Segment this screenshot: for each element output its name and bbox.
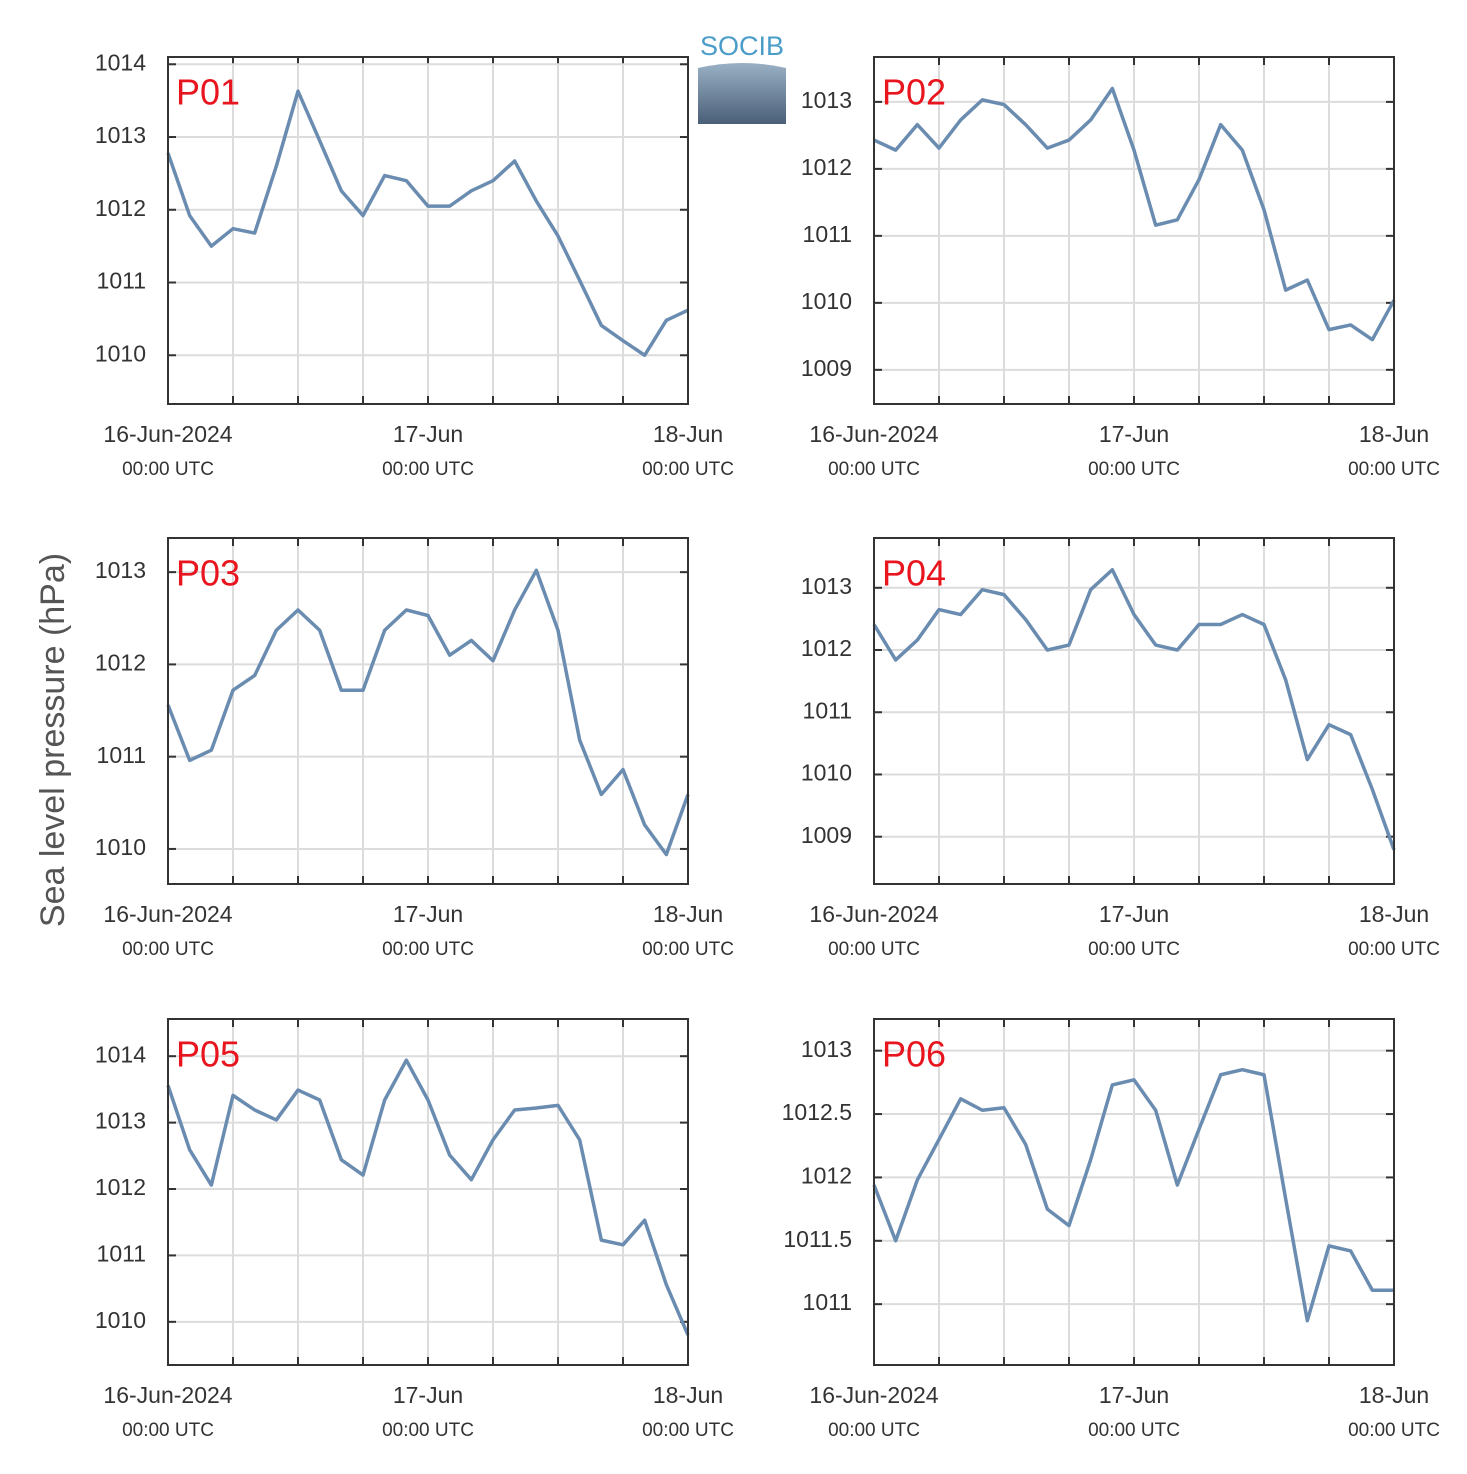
panel-title: P05 [176,1034,240,1075]
y-tick-label: 1010 [801,288,852,314]
y-axis-label: Sea level pressure (hPa) [34,553,72,927]
y-tick-label: 1011 [803,697,852,723]
x-tick-sublabel: 00:00 UTC [382,1420,474,1441]
x-tick-label: 17-Jun [393,901,463,927]
y-tick-label: 1010 [95,340,146,366]
data-line [166,1058,690,1336]
panel-title: P02 [882,72,946,113]
x-tick-sublabel: 00:00 UTC [1088,939,1180,960]
x-tick-sublabel: 00:00 UTC [828,459,920,480]
plot-frame [873,1018,1395,1366]
panel: 16-Jun-2024 00:00 UTC 17-Jun 00:00 UTC 18-Ju… [95,537,734,960]
y-tick-label: 1011 [97,1241,146,1267]
data-line [872,567,1396,851]
x-tick-sublabel: 00:00 UTC [642,459,734,480]
plot-frame [167,1018,689,1366]
x-tick-label: 18-Jun [653,421,723,447]
x-tick-sublabel: 00:00 UTC [1088,459,1180,480]
panel: 16-Jun-2024 00:00 UTC 17-Jun 00:00 UTC 18-Ju… [801,56,1440,480]
x-tick-label: 16-Jun-2024 [809,1382,938,1408]
data-line [873,86,1396,342]
y-tick-label: 1013 [95,557,146,583]
y-tick-label: 1014 [95,1041,146,1067]
y-tick-label: 1013 [801,87,852,113]
y-tick-label: 1009 [801,355,852,381]
x-tick-label: 18-Jun [1359,1382,1429,1408]
panel-title: P06 [882,1034,946,1075]
y-tick-label: 1012.5 [782,1099,852,1125]
panel: 16-Jun-2024 00:00 UTC 17-Jun 00:00 UTC 18-Ju… [782,1018,1440,1441]
x-tick-label: 16-Jun-2024 [809,421,938,447]
y-tick-label: 1011 [97,742,146,768]
panel: 16-Jun-2024 00:00 UTC 17-Jun 00:00 UTC 18-Ju… [95,49,734,480]
y-tick-label: 1009 [801,822,852,848]
panel-title: P03 [176,553,240,594]
y-tick-label: 1012 [801,1163,852,1189]
y-tick-label: 1010 [95,1307,146,1333]
x-tick-sublabel: 00:00 UTC [828,939,920,960]
y-tick-label: 1011 [97,268,146,294]
y-tick-label: 1013 [95,122,146,148]
x-tick-sublabel: 00:00 UTC [122,459,214,480]
x-tick-sublabel: 00:00 UTC [1088,1420,1180,1441]
plot-frame [873,56,1395,405]
x-tick-sublabel: 00:00 UTC [122,1420,214,1441]
data-line [166,568,690,857]
x-tick-label: 18-Jun [1359,421,1429,447]
x-tick-label: 17-Jun [1099,901,1169,927]
x-tick-label: 17-Jun [1099,1382,1169,1408]
plot-frame [167,537,689,885]
logo-shape [698,63,786,124]
x-tick-sublabel: 00:00 UTC [828,1420,920,1441]
y-tick-label: 1011 [803,221,852,247]
y-tick-label: 1014 [95,49,146,75]
plot-frame [167,56,689,405]
x-tick-label: 16-Jun-2024 [103,1382,232,1408]
y-tick-label: 1012 [95,195,146,221]
panel: 16-Jun-2024 00:00 UTC 17-Jun 00:00 UTC 18-Ju… [801,537,1440,960]
x-tick-label: 17-Jun [393,421,463,447]
x-tick-label: 18-Jun [1359,901,1429,927]
x-tick-label: 17-Jun [393,1382,463,1408]
x-tick-sublabel: 00:00 UTC [1348,939,1440,960]
x-tick-label: 18-Jun [653,1382,723,1408]
y-tick-label: 1013 [801,573,852,599]
logo-text: SOCIB [700,31,784,61]
x-tick-label: 16-Jun-2024 [809,901,938,927]
logo: SOCIB [698,31,786,124]
x-tick-sublabel: 00:00 UTC [642,1420,734,1441]
x-tick-sublabel: 00:00 UTC [642,939,734,960]
x-tick-label: 17-Jun [1099,421,1169,447]
x-tick-label: 18-Jun [653,901,723,927]
panel-title: P01 [176,72,240,113]
x-tick-sublabel: 00:00 UTC [382,939,474,960]
panel-title: P04 [882,553,946,594]
y-tick-label: 1010 [95,834,146,860]
data-line [166,89,689,358]
x-tick-label: 16-Jun-2024 [103,901,232,927]
plot-frame [873,537,1395,885]
y-tick-label: 1012 [801,154,852,180]
x-tick-sublabel: 00:00 UTC [382,459,474,480]
y-tick-label: 1012 [95,649,146,675]
y-tick-label: 1011 [803,1289,852,1315]
y-tick-label: 1010 [801,760,852,786]
y-tick-label: 1012 [801,635,852,661]
y-tick-label: 1011.5 [783,1226,852,1252]
y-tick-label: 1013 [95,1108,146,1134]
x-tick-sublabel: 00:00 UTC [1348,459,1440,480]
y-tick-label: 1012 [95,1174,146,1200]
data-line [872,1067,1394,1323]
x-tick-sublabel: 00:00 UTC [1348,1420,1440,1441]
y-tick-label: 1013 [801,1036,852,1062]
panel: 16-Jun-2024 00:00 UTC 17-Jun 00:00 UTC 18-Ju… [95,1018,734,1441]
x-tick-label: 16-Jun-2024 [103,421,232,447]
x-tick-sublabel: 00:00 UTC [122,939,214,960]
